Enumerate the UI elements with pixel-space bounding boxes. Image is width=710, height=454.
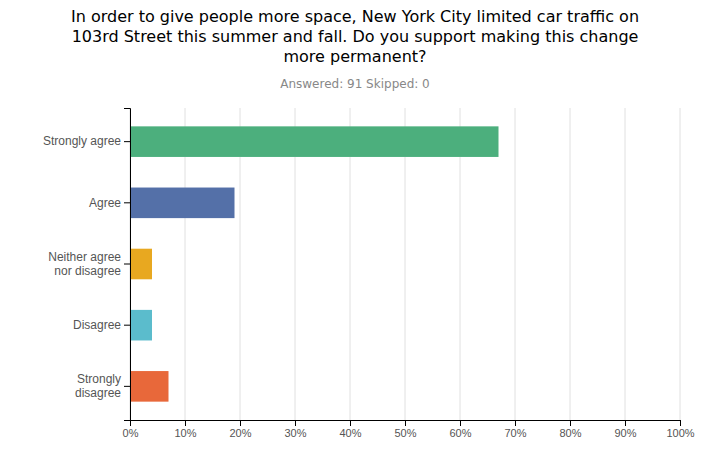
grid-line	[680, 108, 681, 420]
bar	[130, 188, 235, 219]
title-line: In order to give people more space, New …	[71, 7, 639, 26]
x-tick-mark	[570, 420, 571, 426]
x-tick-mark	[680, 420, 681, 426]
x-tick-mark	[405, 420, 406, 426]
x-tick-label: 70%	[504, 427, 526, 439]
y-tick-mark	[124, 141, 130, 142]
y-tick: Strongly agree	[43, 134, 130, 148]
plot-area: 0% 10% 20% 30% 40% 50% 60% 70% 80% 90% 100% Strongl…	[43, 108, 695, 439]
x-tick-mark	[515, 420, 516, 426]
y-tick-mark	[124, 325, 130, 326]
x-tick-label: 60%	[449, 427, 471, 439]
bar	[130, 371, 169, 402]
x-tick: 0%	[123, 420, 139, 439]
x-tick-mark	[185, 420, 186, 426]
y-tick-label-line: disagree	[75, 386, 121, 400]
x-tick-mark	[350, 420, 351, 426]
x-tick-label: 100%	[666, 427, 694, 439]
x-tick-mark	[240, 420, 241, 426]
y-axis: Strongly agree Agree Neither agreenor disa…	[43, 109, 131, 421]
x-tick: 20%	[229, 420, 251, 439]
x-axis: 0% 10% 20% 30% 40% 50% 60% 70% 80% 90% 100%	[123, 420, 695, 439]
title-line: more permanent?	[283, 47, 426, 66]
x-tick-label: 80%	[559, 427, 581, 439]
y-tick-label: Strongly agree	[43, 134, 121, 148]
y-tick: Disagree	[73, 318, 130, 332]
y-tick-label-line: Neither agree	[48, 250, 121, 264]
y-tick-mark	[124, 264, 130, 265]
y-tick: Stronglydisagree	[75, 372, 130, 400]
title: In order to give people more space, New …	[71, 7, 639, 66]
chart-svg: In order to give people more space, New …	[0, 0, 710, 454]
title-line: 103rd Street this summer and fall. Do yo…	[72, 27, 639, 46]
x-tick-label: 40%	[339, 427, 361, 439]
x-tick-label: 20%	[229, 427, 251, 439]
x-tick: 50%	[394, 420, 416, 439]
x-tick: 30%	[284, 420, 306, 439]
y-tick: Agree	[89, 196, 130, 210]
x-tick: 90%	[614, 420, 636, 439]
y-tick-label-line: nor disagree	[54, 264, 121, 278]
y-tick-label: Disagree	[73, 318, 121, 332]
x-tick: 60%	[449, 420, 471, 439]
y-tick-label: Neither agreenor disagree	[48, 250, 121, 278]
grid	[130, 108, 680, 420]
x-tick: 70%	[504, 420, 526, 439]
y-tick-label-line: Strongly	[77, 372, 121, 386]
x-tick: 40%	[339, 420, 361, 439]
x-tick: 80%	[559, 420, 581, 439]
y-tick: Neither agreenor disagree	[48, 250, 130, 278]
subtitle: Answered: 91 Skipped: 0	[280, 77, 430, 91]
x-tick-label: 50%	[394, 427, 416, 439]
x-tick: 10%	[174, 420, 196, 439]
bar	[130, 126, 499, 157]
x-tick-label: 30%	[284, 427, 306, 439]
y-tick-mark	[124, 202, 130, 203]
bars	[130, 126, 499, 401]
x-tick-label: 0%	[123, 427, 139, 439]
y-tick-label: Stronglydisagree	[75, 372, 121, 400]
bar	[130, 249, 152, 280]
y-tick-mark	[124, 386, 130, 387]
x-tick-label: 10%	[174, 427, 196, 439]
chart-container: In order to give people more space, New …	[0, 0, 710, 454]
x-axis-line	[131, 421, 681, 427]
grid-line	[515, 108, 516, 420]
grid-line	[570, 108, 571, 420]
x-tick-mark	[460, 420, 461, 426]
bar	[130, 310, 152, 341]
x-tick: 100%	[666, 420, 694, 439]
grid-line	[625, 108, 626, 420]
y-tick-label: Agree	[89, 196, 121, 210]
x-tick-label: 90%	[614, 427, 636, 439]
x-tick-mark	[295, 420, 296, 426]
y-axis-line	[124, 109, 131, 421]
x-tick-mark	[625, 420, 626, 426]
